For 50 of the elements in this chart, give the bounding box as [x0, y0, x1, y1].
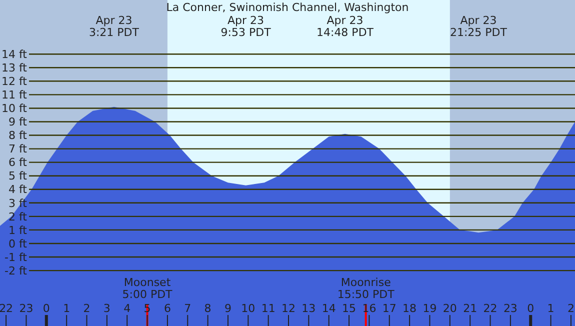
y-tick-label: 4 ft — [8, 183, 28, 196]
x-tick-label: 23 — [503, 302, 518, 315]
x-tick-label: 11 — [261, 302, 276, 315]
x-tick-label: 0 — [527, 302, 534, 315]
y-tick-label: 7 ft — [8, 142, 28, 156]
chart-title: La Conner, Swinomish Channel, Washington — [166, 1, 409, 14]
annotation: Apr 23 14:48 PDT — [316, 14, 374, 40]
ref-line-label: Moonset 5:00 PDT — [122, 276, 173, 302]
x-tick-label: 1 — [63, 302, 70, 315]
y-tick-label: 9 ft — [8, 116, 28, 129]
y-tick-label: -1 ft — [4, 250, 28, 264]
y-tick-label: 3 ft — [8, 196, 28, 210]
x-tick-label: 14 — [322, 302, 336, 315]
y-tick-label: 10 ft — [2, 102, 28, 116]
y-tick-label: 13 ft — [2, 61, 28, 74]
x-tick-label: 10 — [241, 302, 256, 315]
x-tick-label: 1 — [547, 302, 554, 315]
x-tick-label: 7 — [184, 302, 192, 315]
y-tick-label: 5 ft — [8, 170, 28, 183]
annotation: Apr 23 3:21 PDT — [88, 14, 140, 40]
x-tick-label: 22 — [483, 302, 498, 315]
y-tick-label: -2 ft — [4, 264, 28, 278]
x-tick-label: 2 — [83, 302, 90, 315]
x-tick-label: 8 — [204, 302, 212, 315]
x-tick-label: 15 — [342, 302, 356, 315]
y-tick-label: 1 ft — [8, 224, 28, 237]
x-tick-label: 23 — [19, 302, 34, 315]
x-tick-label: 19 — [422, 302, 437, 315]
annotation: Apr 23 21:25 PDT — [450, 14, 508, 40]
annotation: Apr 23 9:53 PDT — [220, 14, 272, 40]
x-tick-label: 21 — [463, 302, 478, 315]
y-tick-label: 12 ft — [2, 75, 28, 88]
x-tick-label: 13 — [302, 302, 316, 315]
x-tick-label: 9 — [224, 302, 232, 315]
y-tick-label: 11 ft — [2, 88, 28, 102]
y-tick-label: 6 ft — [8, 156, 28, 170]
x-tick-label: 17 — [382, 302, 396, 315]
y-tick-label: 0 ft — [8, 237, 28, 250]
y-tick-label: 8 ft — [8, 129, 28, 142]
x-tick-label: 2 — [567, 302, 574, 315]
x-tick-label: 6 — [164, 302, 171, 315]
x-tick-label: 3 — [103, 302, 110, 315]
x-tick-label: 0 — [42, 302, 50, 315]
x-tick-label: 22 — [0, 302, 14, 315]
y-tick-label: 14 ft — [2, 48, 28, 61]
x-tick-label: 18 — [402, 302, 417, 315]
ref-line-label: Moonrise 15:50 PDT — [337, 276, 395, 302]
x-tick-label: 4 — [124, 302, 131, 315]
x-tick-label: 20 — [442, 302, 457, 315]
x-tick-label: 12 — [282, 302, 296, 315]
